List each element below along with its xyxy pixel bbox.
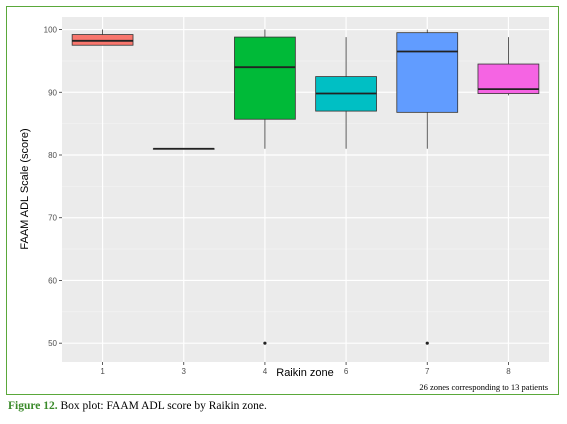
- box-zone-1: [71, 29, 134, 46]
- box-body: [234, 36, 296, 120]
- boxes-layer: [71, 29, 540, 345]
- outlier-point: [263, 341, 267, 345]
- y-axis-ticks: 50 60 70 80 90 100: [44, 26, 62, 348]
- y-tick-label: 90: [48, 88, 57, 97]
- box-plot: 50 60 70 80 90 100 1 3 4 6 7 8 Raikin zone FAAM AD…: [19, 17, 549, 377]
- box-body: [71, 34, 134, 46]
- x-tick-label: 8: [506, 367, 511, 376]
- y-tick-label: 100: [44, 26, 58, 35]
- caption-label: Figure 12.: [8, 400, 58, 412]
- x-axis-ticks: 1 3 4 6 7 8: [100, 362, 511, 376]
- x-tick-label: 6: [344, 367, 349, 376]
- plot-panel: [62, 17, 549, 362]
- x-tick-label: 7: [425, 367, 430, 376]
- y-tick-label: 60: [48, 276, 57, 285]
- y-tick-label: 70: [48, 214, 57, 223]
- figure-caption: Figure 12. Box plot: FAAM ADL score by R…: [8, 400, 267, 412]
- x-tick-label: 4: [263, 367, 268, 376]
- box-zone-4: [234, 29, 296, 345]
- y-tick-label: 50: [48, 339, 57, 348]
- outlier-point: [425, 341, 429, 345]
- box-zone-6: [315, 37, 377, 149]
- y-axis-title: FAAM ADL Scale (score): [19, 128, 31, 249]
- box-zone-3: [152, 147, 215, 150]
- sample-note: 26 zones corresponding to 13 patients: [419, 382, 548, 392]
- box-zone-7: [396, 29, 459, 345]
- major-gridlines: [62, 17, 549, 362]
- x-tick-label: 3: [182, 367, 187, 376]
- minor-gridlines: [62, 60, 549, 313]
- box-body: [396, 32, 459, 113]
- y-tick-label: 80: [48, 151, 57, 160]
- x-axis-title: Raikin zone: [276, 367, 333, 377]
- box-zone-8: [477, 37, 540, 96]
- x-tick-label: 1: [100, 367, 105, 376]
- caption-text: Box plot: FAAM ADL score by Raikin zone.: [57, 400, 267, 412]
- figure-frame: 50 60 70 80 90 100 1 3 4 6 7 8 Raikin zone FAAM AD…: [6, 6, 559, 395]
